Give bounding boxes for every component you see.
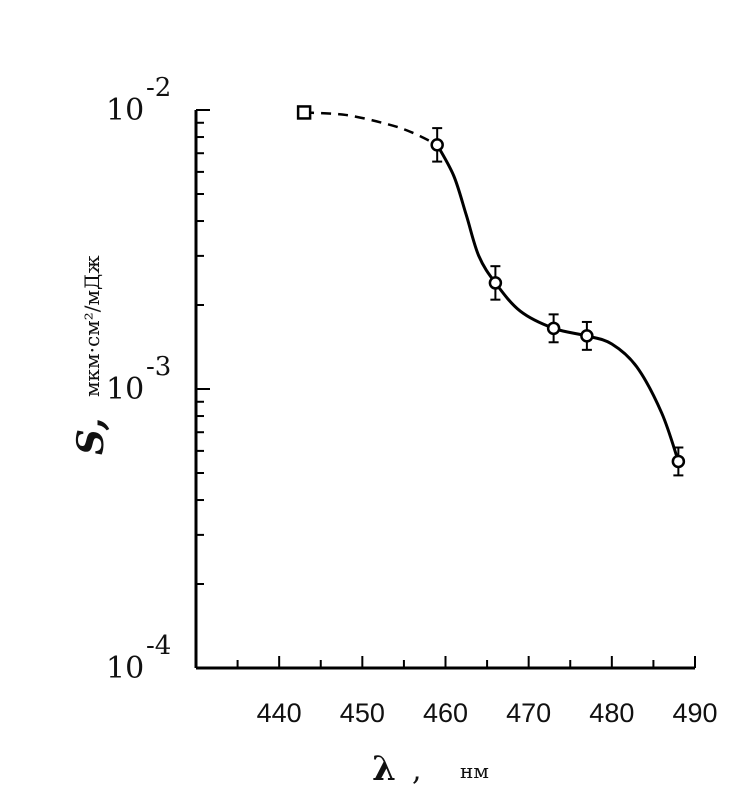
x-axis-comma: , xyxy=(412,753,422,788)
x-tick-label: 450 xyxy=(340,698,385,728)
y-axis-label: S, xyxy=(70,418,112,455)
y-tick-label: 10 xyxy=(106,372,144,407)
x-tick-label: 480 xyxy=(589,698,634,728)
y-tick-label: 10 xyxy=(106,651,144,686)
y-tick-exponent: -4 xyxy=(146,631,171,661)
data-point xyxy=(296,105,312,120)
data-point xyxy=(671,454,686,469)
y-tick-exponent: -3 xyxy=(146,352,171,382)
x-tick-label: 460 xyxy=(423,698,468,728)
fit-curve-dashed xyxy=(304,111,438,146)
y-tick-exponent: -2 xyxy=(146,73,171,103)
fit-curve xyxy=(304,111,680,462)
data-point xyxy=(580,329,594,343)
x-axis: 440 450 460 470 480 490 xyxy=(196,656,718,728)
data-point xyxy=(546,321,561,336)
data-point xyxy=(488,276,503,290)
x-tick-label: 470 xyxy=(506,698,551,728)
x-tick-label: 440 xyxy=(257,698,302,728)
y-axis-unit: мкм·см²/мДж xyxy=(80,255,104,397)
x-tick-label: 490 xyxy=(672,698,717,728)
y-tick-label: 10 xyxy=(106,93,144,128)
data-points xyxy=(296,105,686,477)
y-axis: 10-210-310-4 xyxy=(106,73,210,686)
fit-curve-solid xyxy=(435,144,680,462)
x-axis-label: λ xyxy=(372,749,396,789)
data-point xyxy=(430,138,444,152)
x-axis-unit: нм xyxy=(460,759,489,783)
